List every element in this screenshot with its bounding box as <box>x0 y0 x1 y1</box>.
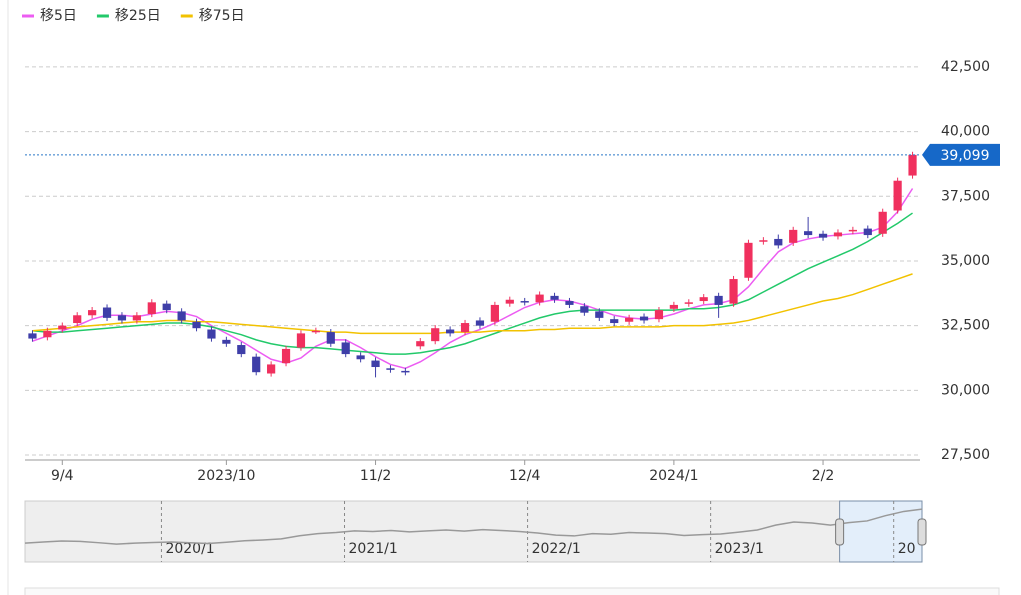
candle-body <box>699 297 708 302</box>
last-price-tag <box>922 143 1000 166</box>
x-tick-label: 2023/10 <box>197 468 255 484</box>
candle-body <box>460 323 470 333</box>
ma-line <box>32 273 913 335</box>
navigator-handle[interactable] <box>835 518 845 546</box>
candle-body <box>147 302 156 314</box>
x-tick-label: 9/4 <box>51 468 74 484</box>
candle-body <box>759 240 768 242</box>
candle-body <box>386 368 395 370</box>
candle-body <box>774 238 783 246</box>
legend-label: 移75日 <box>199 8 245 24</box>
last-price-label: 39,099 <box>941 148 990 164</box>
candle-body <box>669 304 678 309</box>
candle-body <box>878 211 887 234</box>
x-tick-label: 11/2 <box>360 468 391 484</box>
candle-body <box>207 329 216 339</box>
candle-body <box>535 294 544 303</box>
y-tick-label: 40,000 <box>941 124 990 140</box>
y-tick-label: 35,000 <box>941 253 990 269</box>
candle-body <box>818 233 828 238</box>
candle-body <box>162 303 171 311</box>
candle-body <box>401 370 410 373</box>
candle-body <box>341 342 350 355</box>
y-tick-label: 30,000 <box>941 382 990 398</box>
candle-body <box>639 316 649 321</box>
navigator-label: 2021/1 <box>349 541 398 557</box>
candle-body <box>73 315 82 324</box>
candle-body <box>684 302 693 304</box>
navigator-label: 20 <box>898 541 916 557</box>
candle-body <box>416 341 425 347</box>
candle-body <box>550 295 559 300</box>
candle-body <box>520 301 529 303</box>
candle-body <box>252 356 261 373</box>
candle-body <box>848 229 857 232</box>
candle-body <box>714 295 723 305</box>
candle-body <box>729 279 738 304</box>
candle-body <box>28 333 37 339</box>
navigator-handle[interactable] <box>917 518 927 546</box>
candle-body <box>893 180 902 211</box>
candle-body <box>177 311 186 321</box>
candle-body <box>505 299 514 304</box>
x-tick-label: 12/4 <box>509 468 541 484</box>
candle-body <box>102 307 112 318</box>
candle-body <box>565 301 574 305</box>
navigator-line <box>24 508 923 545</box>
candle-body <box>475 320 485 326</box>
candle-body <box>654 310 664 320</box>
candle-body <box>625 317 634 322</box>
lower-panel <box>24 587 1000 595</box>
candle-body <box>446 329 455 334</box>
candle-body <box>908 154 917 176</box>
candle-body <box>237 345 246 355</box>
candle-body <box>58 325 67 330</box>
candle-body <box>117 315 127 321</box>
y-tick-label: 27,500 <box>941 447 990 463</box>
candle-body <box>281 348 291 364</box>
navigator-label: 2023/1 <box>715 541 764 557</box>
legend-label: 移5日 <box>40 8 77 24</box>
y-tick-label: 42,500 <box>941 59 990 75</box>
candle-body <box>789 229 798 243</box>
candle-body <box>267 364 276 374</box>
candle-body <box>88 310 97 316</box>
y-tick-label: 32,500 <box>941 318 990 334</box>
y-tick-label: 37,500 <box>941 188 990 204</box>
candle-body <box>580 306 589 313</box>
candle-body <box>43 330 52 338</box>
candle-body <box>222 339 231 344</box>
navigator <box>24 500 923 563</box>
ma-line <box>32 212 913 355</box>
candle-body <box>356 355 365 360</box>
candle-body <box>371 360 380 368</box>
candle-body <box>490 304 499 322</box>
candle-body <box>863 228 872 236</box>
x-tick-label: 2024/1 <box>649 468 698 484</box>
candle-body <box>326 332 335 344</box>
candle-body <box>311 330 320 333</box>
candle-body <box>192 321 201 329</box>
candle-body <box>431 328 440 342</box>
candle-body <box>744 242 753 278</box>
navigator-label: 2020/1 <box>165 541 214 557</box>
candle-body <box>833 232 843 237</box>
candle-body <box>132 315 141 321</box>
navigator-label: 2022/1 <box>532 541 581 557</box>
candle-body <box>804 231 813 236</box>
candle-body <box>296 333 306 348</box>
x-tick-label: 2/2 <box>812 468 835 484</box>
candle-body <box>610 319 619 324</box>
legend-label: 移25日 <box>115 8 161 24</box>
candle-body <box>595 311 604 318</box>
